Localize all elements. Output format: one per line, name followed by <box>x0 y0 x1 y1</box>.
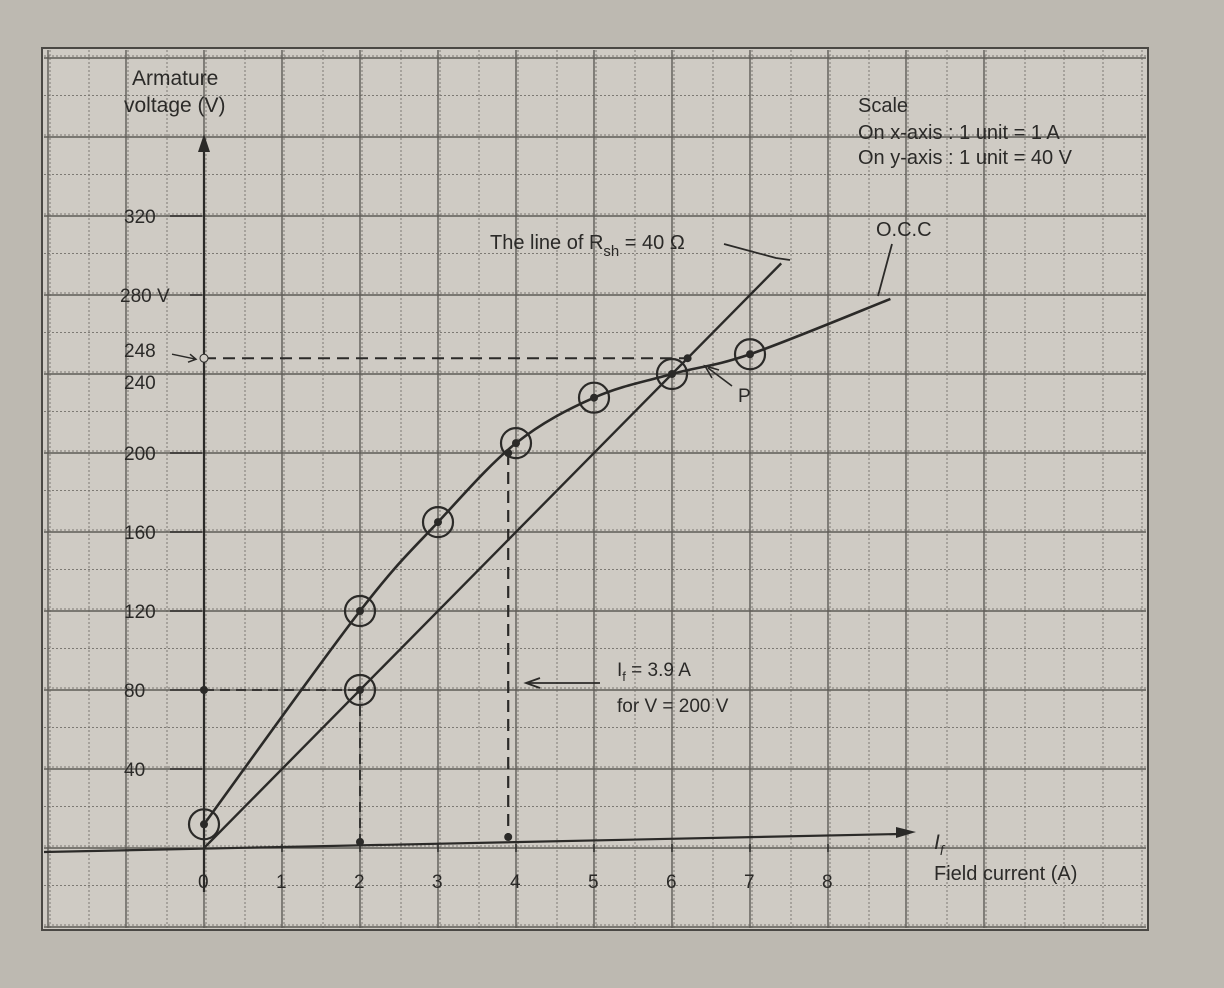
scale-x-line: On x-axis : 1 unit = 1 A <box>858 122 1060 144</box>
x-axis-arrow <box>896 827 916 838</box>
occ-data-point-ring <box>499 427 533 460</box>
occ-data-point-ring <box>655 357 689 391</box>
x-axis-symbol-main: I <box>934 831 940 854</box>
occ-data-point-ring <box>577 381 611 414</box>
y-tick-label: 320 <box>124 207 156 228</box>
if-annotation-line2: for V = 200 V <box>617 696 729 717</box>
x-axis-symbol-sub: f <box>940 842 946 858</box>
if-annotation-suffix: = 3.9 A <box>626 660 691 681</box>
rsh-data-point-ring <box>343 673 377 707</box>
x-axis-symbol: If <box>934 831 946 858</box>
scale-title: Scale <box>858 95 908 117</box>
scale-y-line: On y-axis : 1 unit = 40 V <box>858 147 1073 169</box>
series <box>187 262 891 849</box>
occ-data-point-ring <box>343 594 377 628</box>
x-tick-label: 3 <box>432 872 443 893</box>
y-tick-label: 248 <box>124 341 156 362</box>
if-annotation-arrow-head <box>523 677 541 689</box>
rsh-line-label: The line of Rsh = 40 Ω <box>490 232 685 260</box>
if-annotation-line1: If = 3.9 A <box>617 660 691 684</box>
guide-if-bottom-dot <box>504 833 513 841</box>
y-axis-arrow <box>198 134 210 152</box>
axes: 0 1 2 3 4 5 6 7 8 320 280 V 248 240 200 160 120 80 40 <box>43 134 916 893</box>
if-annotation-sub: f <box>622 669 626 684</box>
y-tick-label: 160 <box>124 523 156 544</box>
y-tick-label: 120 <box>124 602 156 623</box>
y-axis-label-line1: Armature <box>132 67 218 90</box>
rsh-label-sub: sh <box>603 243 619 260</box>
occ-data-point <box>356 607 364 615</box>
x-tick-label: 7 <box>744 872 755 893</box>
y-tick-label: 40 <box>124 760 145 781</box>
x-axis-line <box>43 832 901 854</box>
y-248-arrow <box>171 353 198 363</box>
rsh-label-suffix: = 40 Ω <box>619 232 685 254</box>
grid <box>44 50 1146 928</box>
labels <box>723 243 893 297</box>
y-tick-label: 240 <box>124 373 156 394</box>
guide-rsh-y-dot <box>200 686 208 694</box>
occ-data-point <box>200 820 208 829</box>
occ-label-leader <box>877 243 893 297</box>
y-tick-label: 80 <box>124 681 145 702</box>
graph-paper <box>41 47 1149 931</box>
x-tick-label: 5 <box>588 872 599 893</box>
y-axis-label-line2: voltage (V) <box>124 94 226 117</box>
x-tick-label: 4 <box>510 872 521 893</box>
x-tick-label: 1 <box>276 872 287 893</box>
point-p-dot <box>683 354 692 363</box>
if-annotation-main: I <box>617 660 622 681</box>
y-tick-label: 200 <box>124 444 156 465</box>
point-p-leader <box>707 367 733 387</box>
x-tick-label: 0 <box>198 872 209 893</box>
guide-rsh-x-dot <box>356 838 364 846</box>
guide-v248-marker <box>199 353 209 363</box>
point-p-arrowhead <box>703 364 720 379</box>
x-tick-label: 6 <box>666 872 677 893</box>
y-tick-label: 280 V <box>120 286 170 307</box>
x-tick-label: 8 <box>822 872 833 893</box>
occ-data-point-ring <box>421 506 455 539</box>
occ-data-point <box>590 393 598 402</box>
point-p-label: P <box>738 386 751 407</box>
x-axis-label: Field current (A) <box>934 863 1077 885</box>
rsh-label-main: The line of R <box>490 232 603 254</box>
occ-data-point <box>512 439 520 448</box>
occ-label: O.C.C <box>876 219 932 241</box>
occ-data-point <box>746 350 754 359</box>
occ-data-point-ring <box>187 808 221 841</box>
occ-data-point-ring <box>733 338 767 371</box>
x-tick-label: 2 <box>354 872 365 893</box>
occ-data-point <box>434 518 442 527</box>
guide-lines <box>199 353 688 846</box>
rsh-data-point <box>356 686 364 694</box>
rsh-label-leader <box>723 243 791 261</box>
